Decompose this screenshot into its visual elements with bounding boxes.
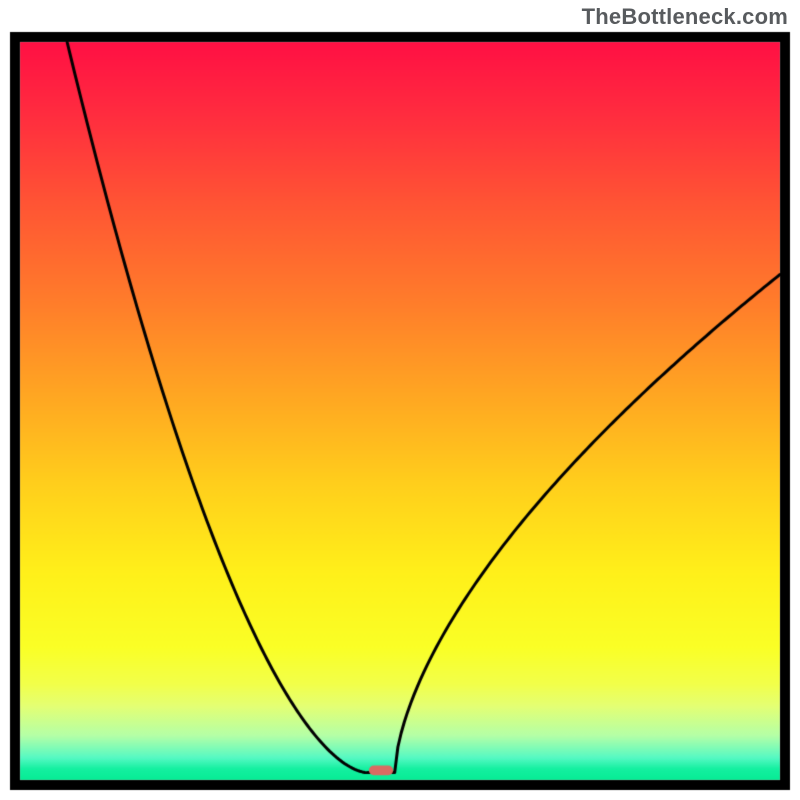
chart-stage: TheBottleneck.com xyxy=(0,0,800,800)
plot-border xyxy=(0,0,800,800)
watermark-text: TheBottleneck.com xyxy=(582,4,788,30)
